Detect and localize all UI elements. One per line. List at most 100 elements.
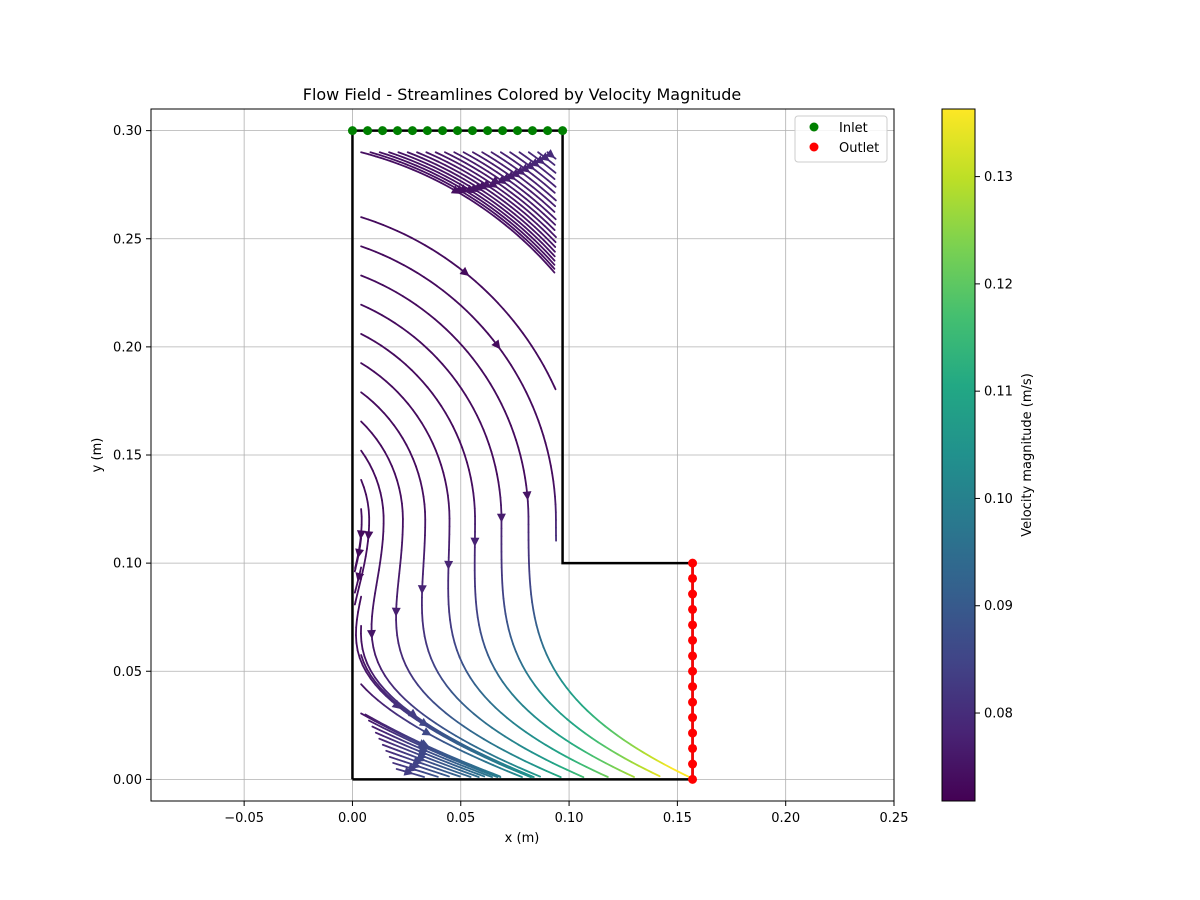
streamline-segment (512, 722, 521, 729)
streamline-segment (465, 670, 472, 679)
streamline-segment (520, 204, 529, 212)
streamline-segment (484, 722, 494, 729)
streamline-segment (443, 178, 453, 184)
streamline-arrow (459, 266, 470, 277)
streamline-segment (437, 671, 444, 681)
streamline-segment (461, 702, 469, 710)
streamline-segment (546, 247, 554, 256)
streamline-segment (491, 192, 500, 199)
streamline-segment (441, 726, 451, 733)
streamline-segment (397, 430, 404, 440)
streamline-segment (440, 181, 449, 188)
streamline-segment (366, 366, 375, 373)
streamline-segment (516, 699, 524, 707)
streamline-segment (381, 253, 391, 260)
streamline-segment (506, 717, 515, 724)
streamline-arrow (364, 531, 374, 541)
streamline-segment (426, 722, 435, 729)
streamline-segment (440, 405, 447, 414)
streamline-segment (463, 751, 473, 757)
streamline-segment (419, 480, 424, 490)
streamline-segment (450, 690, 458, 699)
streamline-segment (468, 275, 477, 283)
streamline-segment (367, 716, 376, 722)
streamline-segment (571, 759, 581, 765)
streamline-segment (484, 769, 494, 775)
streamline-segment (395, 291, 404, 298)
streamline-segment (455, 757, 465, 763)
streamline-segment (528, 233, 536, 242)
streamline-segment (362, 486, 367, 496)
streamline-segment (393, 353, 401, 361)
streamline-segment (447, 173, 457, 179)
streamline-segment (521, 384, 528, 394)
streamline-segment (533, 239, 542, 247)
streamline-segment (422, 690, 430, 698)
outlet-point (688, 743, 698, 753)
streamline-segment (599, 772, 609, 778)
streamline-segment (360, 654, 365, 664)
streamline-arrow (522, 491, 532, 501)
streamline-segment (494, 213, 503, 220)
streamline-segment (358, 657, 364, 667)
streamline-segment (518, 657, 524, 667)
streamline-segment (428, 435, 434, 445)
streamline-segment (556, 674, 563, 683)
streamline-segment (514, 213, 523, 221)
streamline-segment (445, 175, 455, 182)
streamline-segment (431, 749, 441, 755)
streamline-segment (514, 225, 523, 233)
streamline-segment (530, 593, 534, 604)
streamline-segment (550, 242, 557, 248)
streamline-segment (427, 696, 435, 704)
streamline-segment (370, 675, 377, 684)
colorbar-tick-label: 0.08 (984, 707, 1013, 722)
streamline-segment (455, 770, 465, 776)
streamline-segment (431, 442, 437, 452)
streamline-segment (389, 708, 398, 716)
streamline-segment (487, 170, 496, 177)
streamline-segment (486, 653, 492, 663)
streamline-segment (491, 726, 500, 734)
streamline-segment (371, 717, 380, 723)
streamline-segment (560, 713, 568, 721)
streamline-segment (366, 501, 370, 511)
streamline-segment (389, 227, 399, 232)
streamline-segment (403, 752, 413, 757)
streamline-segment (497, 155, 506, 162)
streamline-segment (551, 265, 556, 270)
streamline-segment (461, 446, 466, 456)
streamline-arrow (356, 530, 366, 540)
streamline-segment (441, 678, 448, 687)
streamline-segment (598, 758, 607, 765)
streamline-segment (479, 631, 484, 642)
streamline-segment (451, 773, 461, 778)
streamline-segment (355, 642, 359, 652)
streamline-segment (465, 175, 474, 182)
chart-title: Flow Field - Streamlines Colored by Velo… (303, 85, 742, 104)
streamlines (353, 149, 691, 779)
streamline-segment (503, 749, 513, 756)
streamline-segment (518, 151, 527, 158)
streamline-segment (501, 582, 504, 592)
streamline-segment (494, 159, 503, 166)
x-tick-label: 0.05 (446, 811, 475, 826)
outlet-markers (688, 558, 698, 784)
colorbar-tick-label: 0.12 (984, 277, 1013, 292)
streamline-segment (395, 626, 399, 637)
streamline-segment (517, 234, 525, 242)
outlet-point (688, 620, 698, 630)
streamline-segment (434, 151, 444, 157)
streamline-segment (433, 178, 442, 184)
streamline-segment (493, 202, 502, 209)
streamline-segment (542, 365, 549, 374)
streamline-segment (510, 364, 516, 373)
streamline-segment (461, 345, 469, 353)
streamline-segment (360, 683, 368, 691)
streamline-segment (444, 256, 453, 264)
streamline-segment (400, 755, 410, 760)
streamline-segment (436, 398, 443, 407)
streamline-segment (395, 768, 406, 773)
streamline-segment (546, 221, 554, 230)
streamline-segment (398, 731, 408, 738)
